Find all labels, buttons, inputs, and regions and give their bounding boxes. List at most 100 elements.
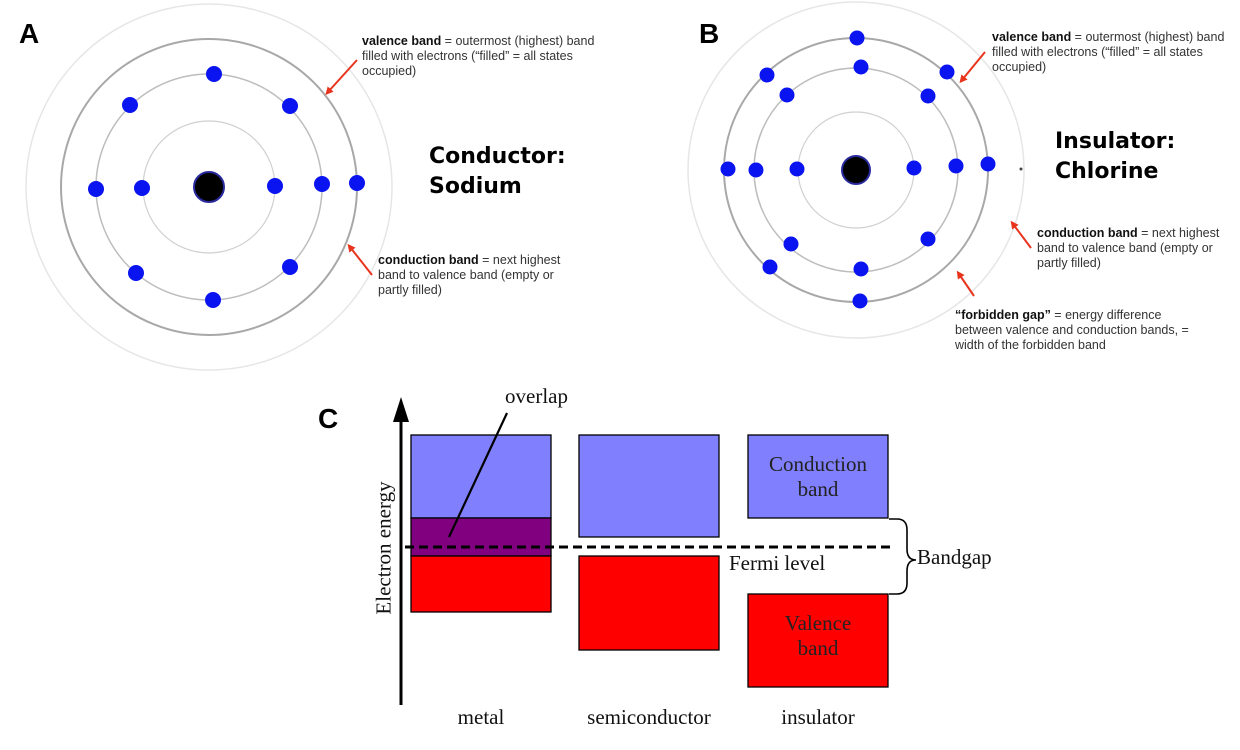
chlorine-atom (687, 1, 1032, 339)
electron (779, 87, 795, 103)
electrons (88, 66, 365, 308)
note-term: conduction band (1037, 226, 1138, 240)
electron (783, 236, 799, 252)
panel-b-conduction-note: conduction band = next highest band to v… (1037, 226, 1237, 271)
sodium-atom (25, 3, 393, 371)
electron (314, 176, 330, 192)
note-text: width of the forbidden band (955, 338, 1106, 352)
conduction-arrow (347, 243, 373, 276)
note-text: filled with electrons (“filled” = all st… (362, 49, 573, 63)
note-text: occupied) (362, 64, 417, 78)
note-text: partly filled) (378, 283, 442, 297)
semiconductor-valence-band (578, 555, 720, 651)
overlap-label: overlap (505, 384, 568, 408)
band-label-line: Valence (784, 611, 852, 635)
note-term: conduction band (378, 253, 479, 267)
conduction-band-label: Conduction band (748, 452, 888, 502)
panel-b-title: Insulator: Chlorine (1055, 127, 1175, 187)
gap-arrow (956, 270, 975, 297)
conduction-arrow (1010, 220, 1032, 249)
note-text: occupied) (992, 60, 1047, 74)
electron (748, 162, 764, 178)
electron (128, 265, 144, 281)
semiconductor-conduction-band (578, 434, 720, 538)
title-line: Conductor: (429, 144, 566, 169)
electron (762, 259, 778, 275)
material-label-metal: metal (457, 705, 505, 729)
title-line: Insulator: (1055, 129, 1176, 154)
electron (920, 88, 936, 104)
electron (720, 161, 736, 177)
outer-guide-circle (25, 3, 393, 371)
title-line: Sodium (429, 174, 522, 199)
panel-b-valence-note: valence band = outermost (highest) band … (992, 30, 1232, 75)
nucleus (841, 155, 871, 185)
note-text: filled with electrons (“filled” = all st… (992, 45, 1203, 59)
electron (88, 181, 104, 197)
fermi-level-label: Fermi level (729, 551, 826, 575)
energy-axis-label: Electron energy (371, 481, 396, 615)
panel-b-gap-note: “forbidden gap” = energy difference betw… (955, 308, 1215, 353)
electron (939, 64, 955, 80)
electron (206, 66, 222, 82)
note-text: between valence and conduction bands, = (955, 323, 1189, 337)
electron (852, 293, 868, 309)
note-text: = outermost (highest) band (1071, 30, 1225, 44)
electron (906, 160, 922, 176)
note-term: “forbidden gap” (955, 308, 1051, 322)
cursor-mark (1019, 167, 1023, 171)
metal-conduction-band (410, 434, 552, 519)
note-text: = next highest (1137, 226, 1220, 240)
bandgap-brace (889, 518, 917, 595)
electron (282, 98, 298, 114)
title-line: Chlorine (1055, 159, 1159, 184)
metal-valence-band (410, 555, 552, 613)
material-label-semiconductor: semiconductor (587, 705, 711, 729)
electron (789, 161, 805, 177)
overlap-pointer (448, 412, 508, 538)
insulator-conduction-band (747, 434, 889, 519)
electron (134, 180, 150, 196)
electron (267, 178, 283, 194)
metal-overlap-region (410, 517, 552, 557)
electron (759, 67, 775, 83)
insulator-valence-band (747, 593, 889, 688)
valence-arrow (325, 59, 358, 95)
panel-letter-b: B (699, 18, 720, 49)
note-text: = energy difference (1050, 308, 1162, 322)
electron (853, 261, 869, 277)
band-label-line: Conduction (769, 452, 867, 476)
band-diagram (393, 397, 917, 705)
electron (980, 156, 996, 172)
electrons (720, 30, 996, 309)
panel-a-conduction-note: conduction band = next highest band to v… (378, 253, 598, 298)
energy-axis-arrowhead (393, 397, 409, 422)
electron (849, 30, 865, 46)
outer-guide-circle (687, 1, 1025, 339)
panel-a-valence-note: valence band = outermost (highest) band … (362, 34, 642, 79)
panel-letter-a: A (19, 18, 40, 49)
electron (948, 158, 964, 174)
note-text: = next highest (478, 253, 561, 267)
note-text: band to valence band (empty or (378, 268, 554, 282)
panel-letter-c: C (318, 403, 339, 434)
band-label-line: band (797, 477, 839, 501)
note-term: valence band (362, 34, 442, 48)
note-text: partly filled) (1037, 256, 1101, 270)
note-text: band to valence band (empty or (1037, 241, 1213, 255)
note-term: valence band (992, 30, 1072, 44)
electron (853, 59, 869, 75)
material-label-insulator: insulator (781, 705, 855, 729)
electron (122, 97, 138, 113)
valence-arrow (959, 51, 986, 84)
note-text: = outermost (highest) band (441, 34, 595, 48)
bandgap-label: Bandgap (917, 545, 992, 569)
electron (920, 231, 936, 247)
electron (282, 259, 298, 275)
electron (349, 175, 365, 191)
valence-band-label: Valence band (748, 611, 888, 661)
panel-a-title: Conductor: Sodium (429, 142, 566, 202)
electron (205, 292, 221, 308)
nucleus (193, 171, 225, 203)
